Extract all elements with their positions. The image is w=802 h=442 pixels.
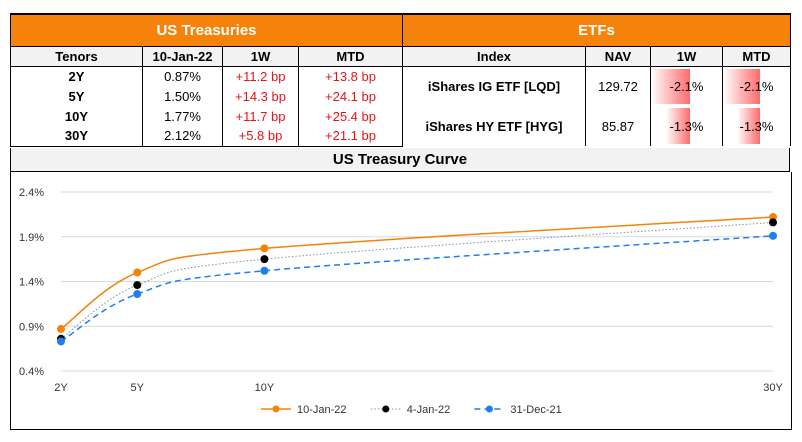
treasury-curve-chart: 0.4% 0.9% 1.4% 1.9% 2.4% 2Y 5Y 10Y 30Y 10-Jan-22 4… — [19, 187, 783, 416]
data-point — [769, 231, 777, 240]
etfs-title: ETFs — [402, 13, 791, 47]
change-1w: +11.7 bp — [222, 106, 299, 126]
change-mtd: +24.1 bp — [298, 86, 403, 106]
col-header-index: Index — [402, 45, 586, 67]
summary-table: US Treasuries ETFs Tenors 10-Jan-22 1W M… — [10, 13, 791, 147]
table-row: 5Y 1.50% +14.3 bp +24.1 bp — [10, 86, 791, 106]
series-line-31-Dec-21 — [60, 235, 774, 343]
yield: 2.12% — [142, 126, 223, 147]
databar — [665, 108, 691, 144]
legend-marker — [382, 405, 390, 413]
tenor: 5Y — [10, 86, 143, 106]
data-point — [260, 244, 269, 253]
data-point — [260, 266, 269, 275]
y-tick-label: 0.9% — [19, 321, 44, 333]
tenor: 2Y — [10, 66, 143, 86]
legend-label: 31-Dec-21 — [510, 404, 561, 416]
table-row: 10Y 1.77% +11.7 bp +25.4 bp iShares HY E… — [10, 106, 791, 146]
yield: 0.87% — [142, 66, 223, 86]
databar — [723, 68, 760, 104]
y-tick-label: 1.4% — [19, 277, 44, 289]
etf-mtd: -1.3% — [739, 118, 774, 134]
etf-nav: 129.72 — [585, 66, 651, 106]
data-point — [260, 255, 269, 264]
table-row: 2Y 0.87% +11.2 bp +13.8 bp iShares IG ET… — [10, 66, 791, 106]
data-point — [769, 218, 777, 227]
col-header-etf-mtd: MTD — [722, 45, 791, 67]
col-header-nav: NAV — [585, 45, 651, 67]
x-tick-label: 30Y — [763, 382, 783, 394]
change-1w: +5.8 bp — [222, 126, 299, 147]
y-tick-label: 0.4% — [19, 366, 44, 378]
change-mtd: +21.1 bp — [298, 126, 403, 147]
change-1w: +11.2 bp — [222, 66, 299, 86]
change-mtd: +25.4 bp — [298, 106, 403, 126]
legend-marker — [272, 405, 280, 413]
tenor: 10Y — [10, 106, 143, 126]
chart-area: 0.4% 0.9% 1.4% 1.9% 2.4% 2Y 5Y 10Y 30Y 10-Jan-22 4… — [10, 172, 792, 430]
etf-1w-cell: -2.1% — [650, 66, 723, 106]
etf-name: iShares HY ETF [HYG] — [402, 106, 586, 146]
y-tick-label: 2.4% — [19, 187, 44, 199]
data-point — [133, 281, 142, 290]
databar — [737, 108, 760, 144]
legend-label: 10-Jan-22 — [297, 404, 347, 416]
etf-1w: -2.1% — [669, 78, 704, 94]
x-tick-label: 2Y — [54, 382, 68, 394]
col-header-1w: 1W — [222, 45, 299, 67]
etf-mtd-cell: -1.3% — [722, 106, 791, 146]
col-header-etf-1w: 1W — [650, 45, 723, 67]
x-tick-label: 5Y — [131, 382, 145, 394]
data-point — [133, 268, 142, 277]
tenor: 30Y — [10, 126, 143, 147]
data-point — [57, 324, 65, 333]
change-1w: +14.3 bp — [222, 86, 299, 106]
etf-mtd-cell: -2.1% — [722, 66, 791, 106]
legend-marker — [485, 405, 493, 413]
yield: 1.77% — [142, 106, 223, 126]
data-point — [57, 337, 65, 346]
etf-mtd: -2.1% — [739, 78, 774, 94]
etf-nav: 85.87 — [585, 106, 651, 146]
change-mtd: +13.8 bp — [298, 66, 403, 86]
treasuries-title: US Treasuries — [10, 13, 403, 47]
chart-title: US Treasury Curve — [10, 148, 790, 172]
data-point — [133, 290, 142, 299]
y-tick-label: 1.9% — [19, 232, 44, 244]
series-line-4-Jan-22 — [60, 221, 774, 340]
col-header-tenors: Tenors — [10, 45, 143, 67]
etf-1w: -1.3% — [669, 118, 704, 134]
x-tick-label: 10Y — [255, 382, 275, 394]
databar — [651, 68, 691, 104]
yield: 1.50% — [142, 86, 223, 106]
col-header-mtd: MTD — [298, 45, 403, 67]
col-header-date: 10-Jan-22 — [142, 45, 223, 67]
etf-1w-cell: -1.3% — [650, 106, 723, 146]
legend-label: 4-Jan-22 — [407, 404, 450, 416]
table-row: 30Y 2.12% +5.8 bp +21.1 bp — [10, 126, 791, 147]
etf-name: iShares IG ETF [LQD] — [402, 66, 586, 106]
